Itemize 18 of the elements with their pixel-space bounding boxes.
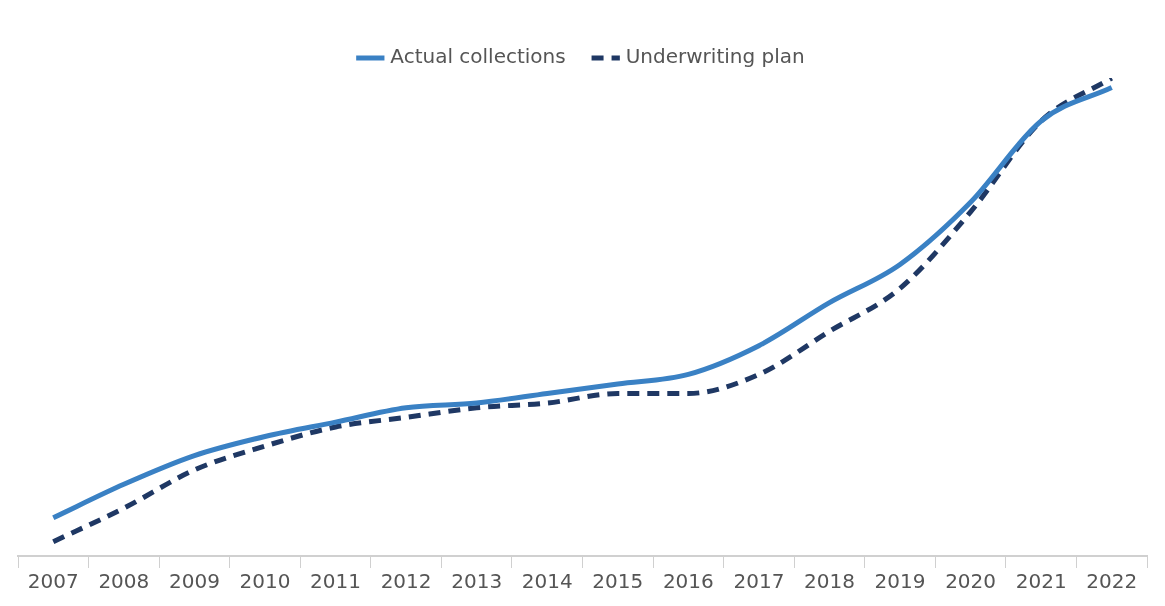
legend-label: Actual collections [390,44,566,69]
x-tick-label: 2015 [592,569,644,594]
x-tick-label: 2021 [1015,569,1067,594]
x-tick-label: 2019 [874,569,926,594]
legend-label: Underwriting plan [625,44,805,69]
x-tick-label: 2014 [521,569,573,594]
x-tick-label: 2017 [733,569,785,594]
x-tick-label: 2018 [804,569,855,594]
x-tick-label: 2007 [27,569,79,594]
x-tick-label: 2013 [451,569,503,594]
x-tick-label: 2011 [310,569,361,594]
x-tick-label: 2010 [239,569,291,594]
x-tick-label: 2022 [1086,569,1138,594]
x-tick-label: 2016 [662,569,714,594]
x-tick-label: 2020 [945,569,997,594]
x-tick-label: 2008 [98,569,150,594]
x-tick-label: 2012 [380,569,432,594]
x-tick-label: 2009 [168,569,220,594]
